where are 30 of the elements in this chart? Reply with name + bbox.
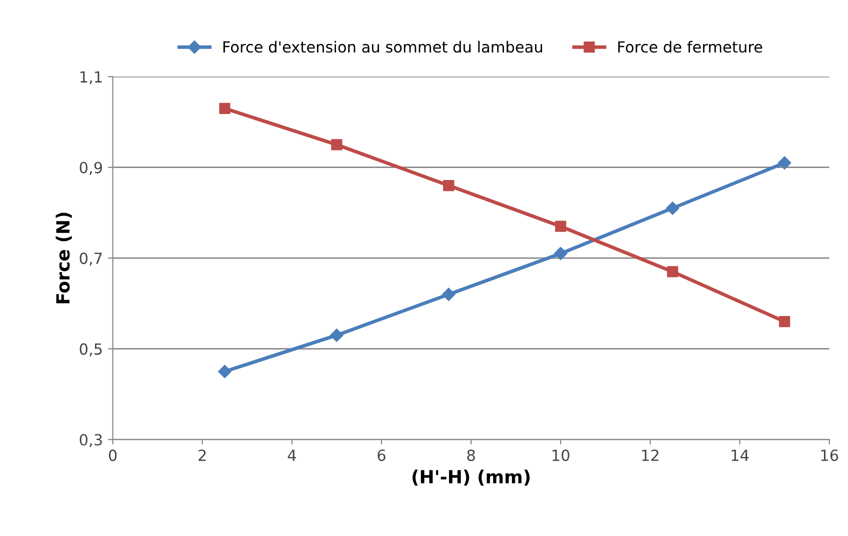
x-tick-label: 0 [108, 450, 117, 462]
y-tick-label: 1,1 [80, 71, 102, 84]
point [219, 102, 230, 114]
point [218, 364, 232, 378]
x-tick-label: 2 [198, 450, 206, 461]
x-tick-label: 12 [642, 450, 658, 461]
y-tick-label: 0,9 [80, 162, 102, 175]
y-tick-label: 0,5 [80, 343, 102, 356]
legend-label: Force d'extension au sommet du lambeau [223, 40, 542, 53]
x-tick-label: 4 [288, 450, 296, 461]
x-tick-label: 6 [378, 450, 386, 462]
y-axis-title: Force (N) [56, 212, 72, 304]
point [331, 139, 342, 150]
x-tick-label: 14 [732, 450, 749, 461]
x-axis-title: (H'-H) (mm) [412, 470, 530, 486]
legend-label: Force de fermeture [618, 40, 762, 53]
point [667, 266, 678, 278]
point [443, 180, 454, 192]
point [442, 288, 456, 301]
x-tick-label: 10 [552, 450, 570, 462]
point [779, 316, 790, 328]
point [778, 156, 792, 170]
point [554, 246, 568, 260]
x-tick-label: 16 [821, 450, 838, 462]
x-tick-label: 8 [467, 450, 475, 462]
point [666, 202, 680, 215]
y-tick-label: 0,7 [80, 252, 102, 266]
point [330, 328, 344, 342]
point [555, 220, 566, 232]
y-tick-label: 0,3 [80, 434, 102, 448]
